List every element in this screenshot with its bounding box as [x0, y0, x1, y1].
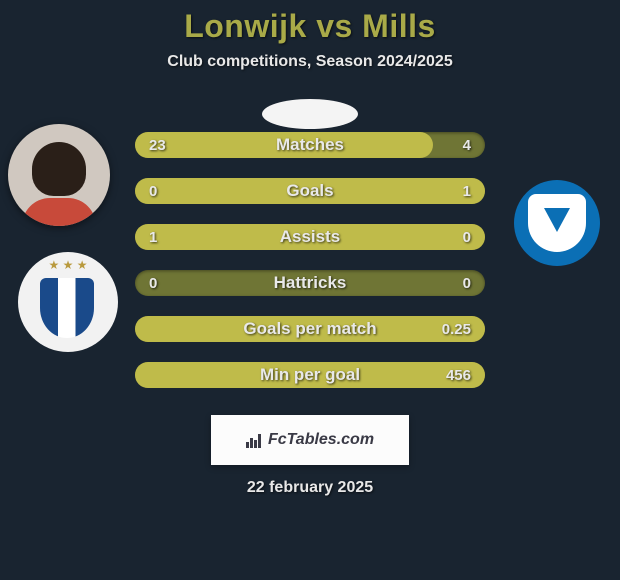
stat-row: 1 Assists 0 — [135, 221, 485, 253]
stat-row: Min per goal 456 — [135, 359, 485, 391]
stat-value-right: 0 — [463, 275, 471, 292]
fctables-watermark: FcTables.com — [211, 415, 409, 465]
stat-bar-track: Goals per match 0.25 — [135, 316, 485, 342]
stat-value-right: 4 — [463, 137, 471, 154]
subtitle: Club competitions, Season 2024/2025 — [167, 53, 452, 71]
stat-bar-track: 0 Goals 1 — [135, 178, 485, 204]
stat-value-right: 0.25 — [442, 321, 471, 338]
stat-value-left: 1 — [149, 229, 157, 246]
stat-value-right: 456 — [446, 367, 471, 384]
stat-label: Min per goal — [260, 365, 360, 385]
stat-value-left: 0 — [149, 183, 157, 200]
stat-label: Matches — [276, 135, 344, 155]
stat-row: 23 Matches 4 — [135, 129, 485, 161]
stats-bars: 23 Matches 4 0 Goals 1 1 Assists 0 0 Hattricks 0 Goa… — [0, 129, 620, 405]
stat-label: Hattricks — [274, 273, 347, 293]
bar-chart-icon — [246, 432, 264, 448]
date-label: 22 february 2025 — [247, 479, 373, 497]
comparison-infographic: Lonwijk vs Mills Club competitions, Seas… — [0, 0, 620, 580]
stat-bar-track: Min per goal 456 — [135, 362, 485, 388]
stat-row: 0 Goals 1 — [135, 175, 485, 207]
player-right-avatar — [262, 99, 358, 129]
page-title: Lonwijk vs Mills — [184, 8, 436, 45]
stat-value-left: 0 — [149, 275, 157, 292]
stat-label: Goals — [286, 181, 333, 201]
stat-row: Goals per match 0.25 — [135, 313, 485, 345]
fctables-label: FcTables.com — [268, 431, 374, 449]
stat-label: Assists — [280, 227, 340, 247]
stat-value-right: 1 — [463, 183, 471, 200]
stat-bar-track: 23 Matches 4 — [135, 132, 485, 158]
stat-bar-track: 1 Assists 0 — [135, 224, 485, 250]
stat-label: Goals per match — [243, 319, 376, 339]
stat-row: 0 Hattricks 0 — [135, 267, 485, 299]
stat-value-left: 23 — [149, 137, 166, 154]
stat-bar-track: 0 Hattricks 0 — [135, 270, 485, 296]
stat-value-right: 0 — [463, 229, 471, 246]
